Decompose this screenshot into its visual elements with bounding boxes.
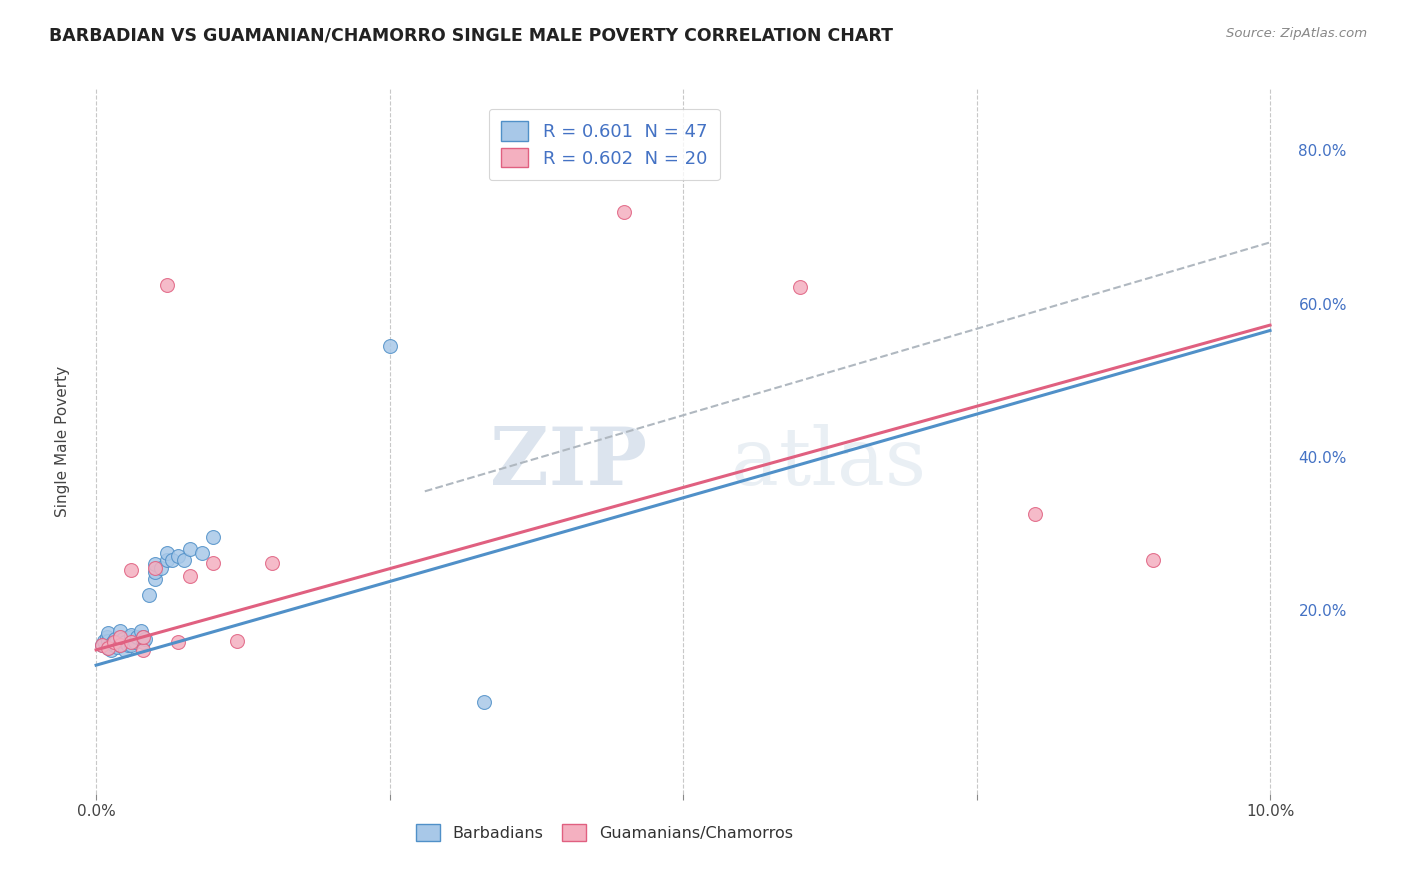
Point — [202, 530, 225, 544]
Point — [143, 561, 166, 575]
Point — [96, 630, 118, 644]
Point — [120, 630, 142, 644]
Text: atlas: atlas — [731, 424, 927, 501]
Point — [114, 635, 136, 649]
Point — [91, 638, 114, 652]
Text: ZIP: ZIP — [489, 424, 647, 501]
Point — [132, 630, 155, 644]
Point — [120, 627, 142, 641]
Text: BARBADIAN VS GUAMANIAN/CHAMORRO SINGLE MALE POVERTY CORRELATION CHART: BARBADIAN VS GUAMANIAN/CHAMORRO SINGLE M… — [49, 27, 893, 45]
Point — [98, 638, 121, 652]
Point — [143, 565, 166, 579]
Text: Source: ZipAtlas.com: Source: ZipAtlas.com — [1226, 27, 1367, 40]
Point — [97, 641, 120, 656]
Point — [129, 624, 152, 639]
Point — [789, 280, 811, 294]
Point — [91, 638, 114, 652]
Y-axis label: Single Male Poverty: Single Male Poverty — [55, 366, 70, 517]
Point — [167, 549, 190, 564]
Point — [155, 546, 177, 560]
Point — [111, 635, 134, 649]
Point — [97, 633, 120, 648]
Point — [155, 553, 177, 567]
Point — [143, 557, 166, 571]
Point — [162, 553, 184, 567]
Point — [173, 553, 195, 567]
Point — [124, 635, 146, 649]
Point — [103, 638, 125, 652]
Point — [108, 630, 131, 644]
Point — [378, 339, 401, 353]
Point — [134, 632, 156, 647]
Point — [97, 641, 120, 656]
Point — [132, 635, 155, 649]
Point — [202, 556, 225, 570]
Point — [190, 546, 212, 560]
Point — [120, 635, 142, 649]
Point — [117, 638, 139, 652]
Point — [120, 638, 142, 652]
Point — [108, 630, 131, 644]
Point — [155, 277, 177, 292]
Point — [1024, 508, 1046, 522]
Point — [149, 561, 172, 575]
Point — [138, 588, 160, 602]
Point — [226, 633, 249, 648]
Point — [108, 624, 131, 639]
Point — [120, 633, 142, 648]
Point — [104, 632, 127, 647]
Point — [108, 638, 131, 652]
Point — [1142, 553, 1164, 567]
Point — [262, 556, 284, 570]
Point — [100, 643, 122, 657]
Point — [120, 563, 142, 577]
Point — [101, 635, 124, 649]
Point — [132, 643, 155, 657]
Point — [97, 626, 120, 640]
Legend: Barbadians, Guamanians/Chamorros: Barbadians, Guamanians/Chamorros — [408, 816, 801, 849]
Point — [179, 568, 201, 582]
Point — [167, 635, 190, 649]
Point — [108, 633, 131, 648]
Point — [132, 630, 155, 644]
Point — [108, 638, 131, 652]
Point — [114, 643, 136, 657]
Point — [93, 633, 115, 648]
Point — [105, 635, 128, 649]
Point — [103, 635, 125, 649]
Point — [179, 541, 201, 556]
Point — [143, 573, 166, 587]
Point — [127, 630, 149, 644]
Point — [112, 632, 135, 647]
Point — [105, 640, 128, 654]
Point — [613, 204, 636, 219]
Point — [472, 695, 495, 709]
